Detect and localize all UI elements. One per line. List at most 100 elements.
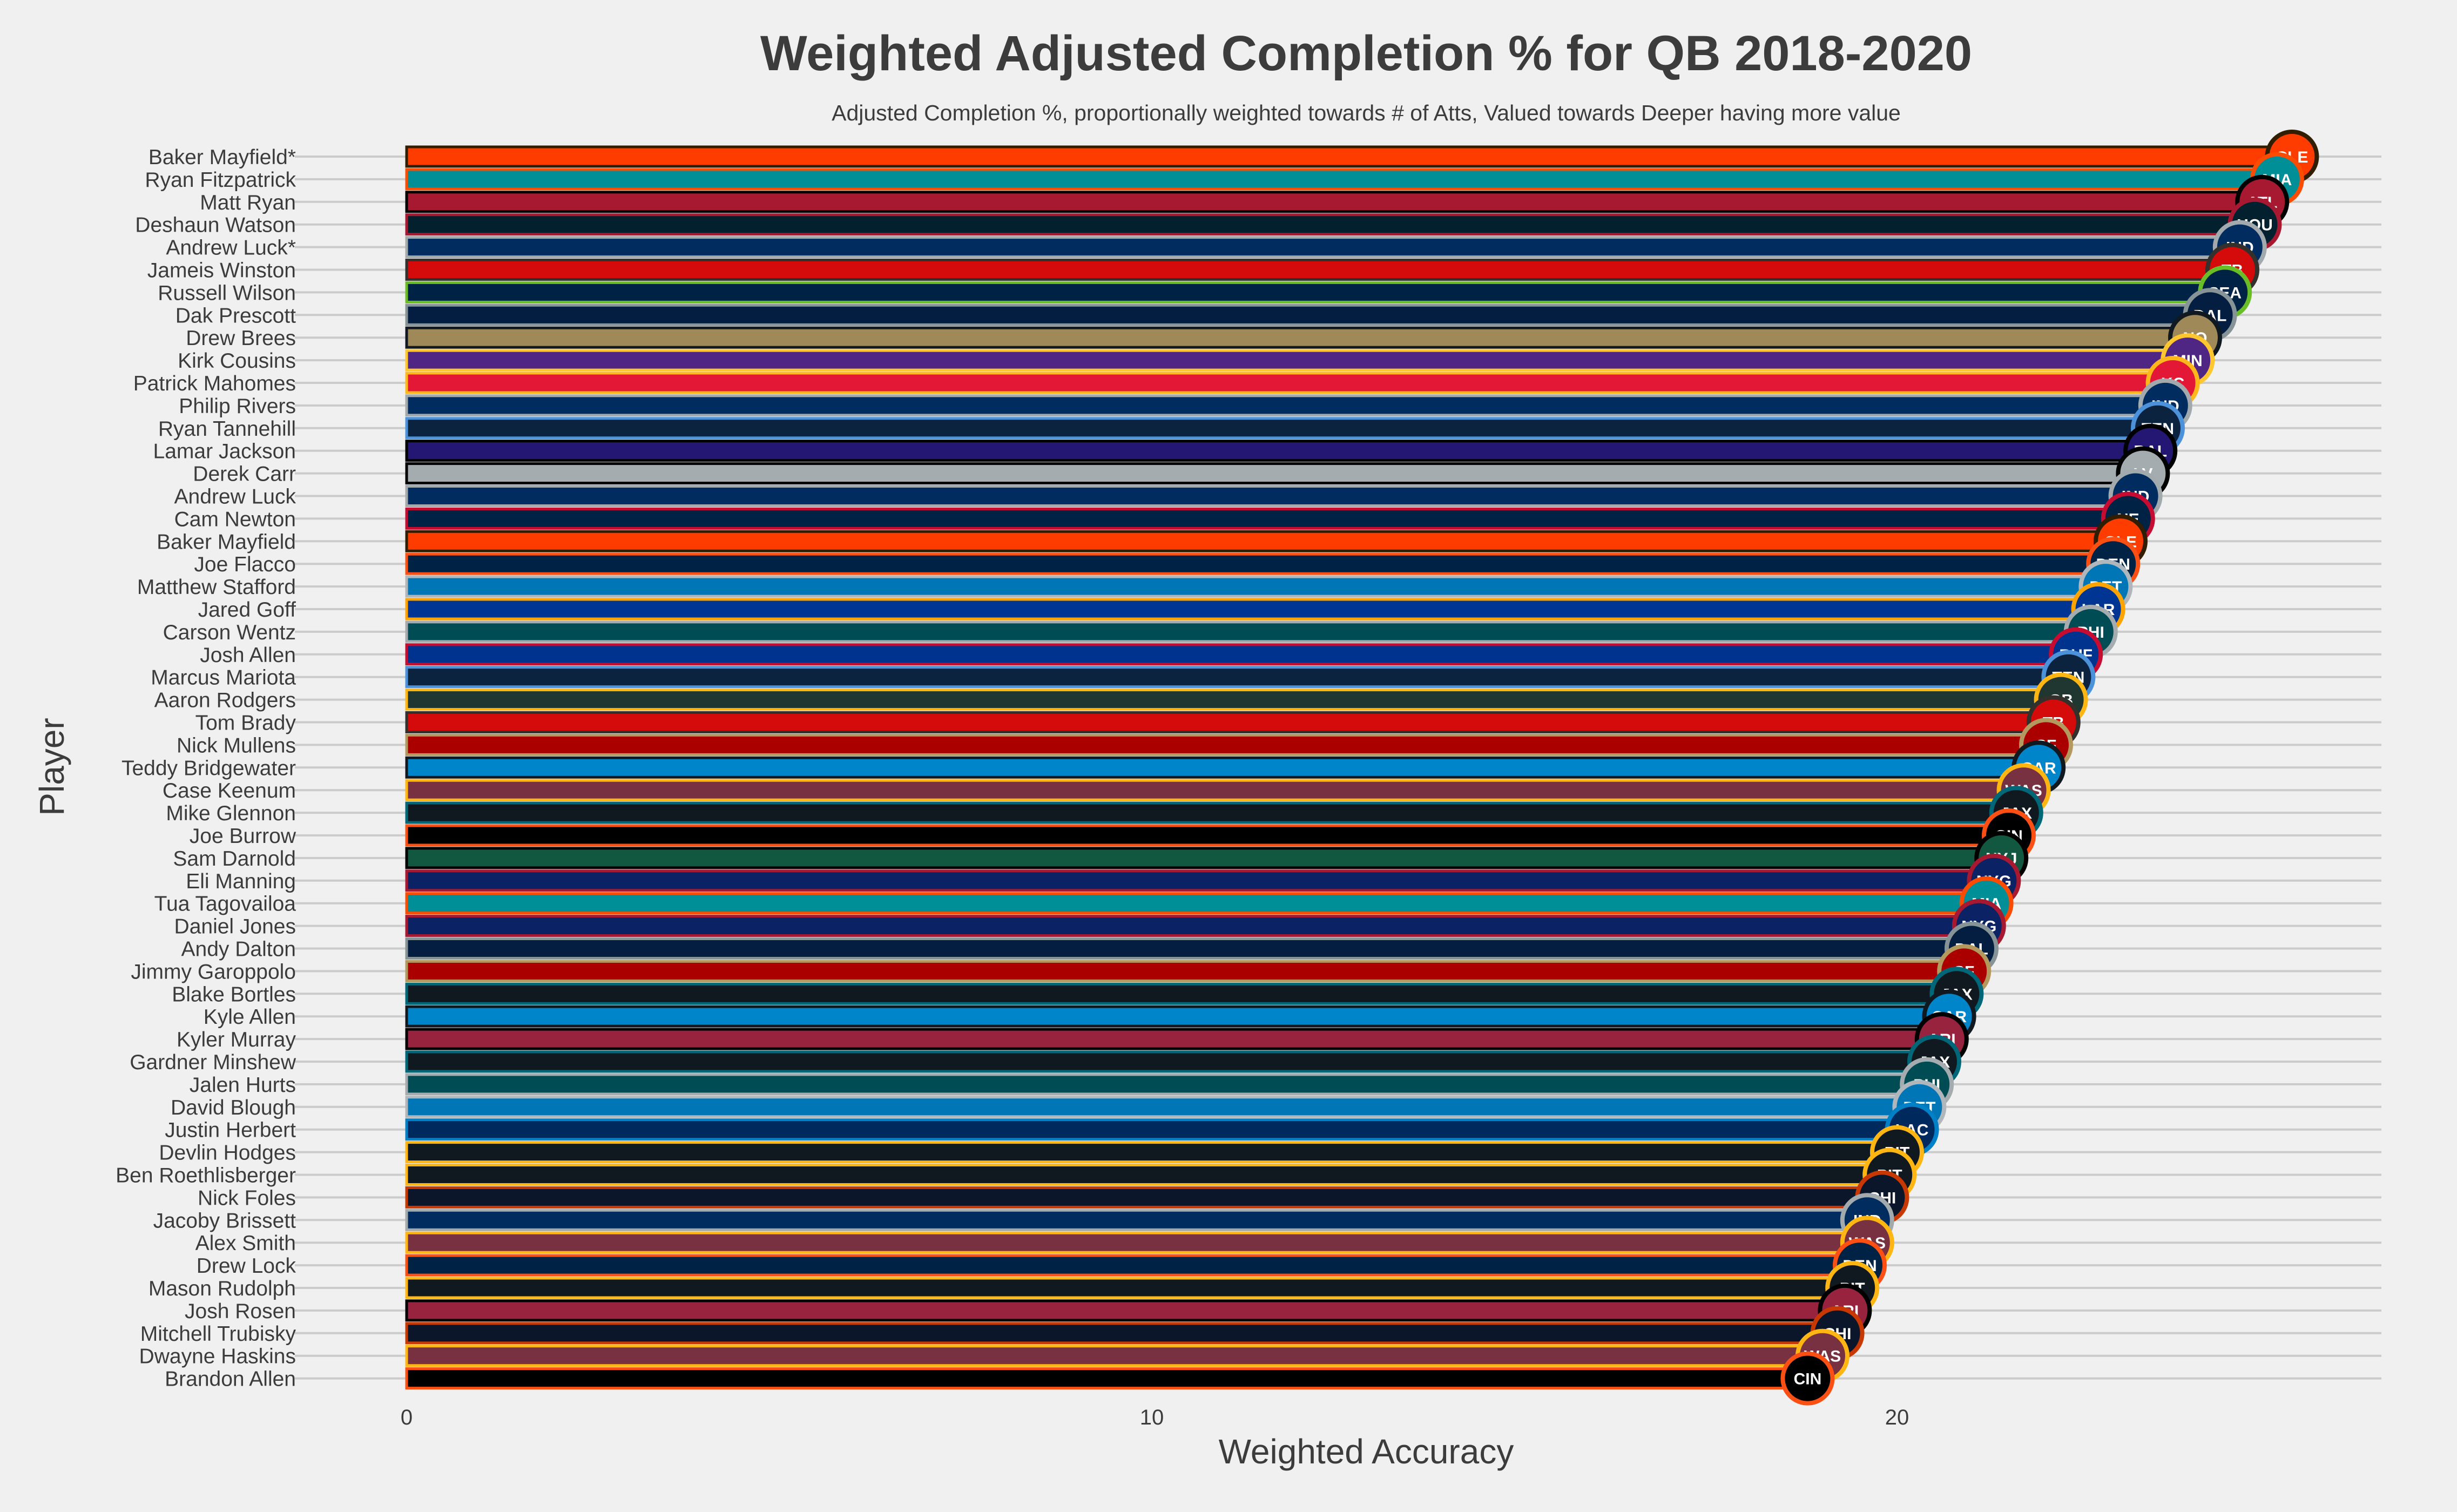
y-tick-label: Gardner Minshew [130, 1051, 296, 1074]
bar [405, 236, 2242, 259]
bar [405, 1186, 1884, 1209]
y-axis-label: Player [32, 718, 71, 815]
y-tick-label: Blake Bortles [172, 983, 296, 1006]
y-tick-label: Nick Mullens [177, 734, 296, 757]
bar [405, 303, 2212, 326]
y-tick-label: Daniel Jones [174, 915, 296, 939]
bar [405, 733, 2048, 756]
team-logo-label: CIN [1794, 1371, 1822, 1388]
y-tick-label: Brandon Allen [165, 1368, 296, 1391]
bar [405, 1164, 1891, 1186]
y-tick-label: Alex Smith [195, 1232, 296, 1255]
y-tick-label: Jacoby Brissett [153, 1209, 296, 1232]
y-tick-label: Andrew Luck* [166, 237, 296, 260]
bar [405, 1096, 1921, 1118]
y-tick-label: Eli Manning [186, 870, 296, 893]
bar [405, 1345, 1824, 1367]
y-tick-label: Kirk Cousins [178, 349, 296, 373]
y-tick-label: Drew Brees [186, 327, 296, 350]
bar [405, 643, 2077, 666]
team-logo-marker: CIN [1780, 1351, 1835, 1406]
bar [405, 507, 2130, 530]
y-tick-label: Ryan Fitzpatrick [145, 168, 296, 192]
bar [405, 892, 1988, 915]
bar [405, 824, 2010, 847]
y-tick-label: Drew Lock [197, 1254, 296, 1278]
x-axis-label: Weighted Accuracy [1219, 1432, 1514, 1471]
y-tick-label: Tua Tagovailoa [154, 893, 296, 916]
y-tick-label: Baker Mayfield* [148, 146, 296, 169]
y-tick-label: Cam Newton [174, 508, 296, 531]
y-tick-label: Matthew Stafford [137, 576, 296, 599]
y-tick-label: Derek Carr [193, 463, 296, 486]
bar [405, 349, 2189, 372]
bar [405, 1050, 1936, 1073]
bar [405, 1277, 1854, 1299]
bar [405, 937, 1973, 960]
y-tick-label: Patrick Mahomes [133, 372, 296, 395]
y-tick-label: Justin Herbert [165, 1119, 296, 1142]
y-tick-label: Case Keenum [163, 779, 296, 802]
bar [405, 620, 2092, 643]
y-tick-label: Lamar Jackson [153, 440, 296, 463]
y-tick-label: Jameis Winston [147, 259, 296, 282]
y-tick-label: Tom Brady [195, 712, 296, 735]
y-tick-label: Teddy Bridgewater [122, 757, 296, 780]
bar [405, 372, 2175, 394]
bar [405, 281, 2226, 303]
y-tick-label: Josh Allen [200, 644, 296, 667]
y-tick-label: Andy Dalton [181, 938, 296, 961]
bar [405, 1005, 1951, 1028]
bar [405, 168, 2279, 191]
bar [405, 417, 2159, 440]
y-tick-label: Marcus Mariota [151, 666, 296, 690]
x-tick-label: 10 [1140, 1406, 1164, 1429]
bar [405, 1141, 1899, 1164]
x-tick-labels: 0 10 20 [401, 1406, 1909, 1429]
y-tick-label: Russell Wilson [158, 281, 296, 305]
y-tick-label: Baker Mayfield [157, 530, 296, 554]
x-tick-label: 20 [1885, 1406, 1909, 1429]
y-tick-label: Jimmy Garoppolo [131, 960, 296, 983]
bar [405, 1209, 1869, 1231]
bar [405, 869, 1995, 892]
y-tick-label: Deshaun Watson [135, 214, 296, 237]
y-tick-label: Kyle Allen [204, 1005, 296, 1029]
bar [405, 191, 2264, 213]
bar [405, 960, 1966, 982]
chart-title: Weighted Adjusted Completion % for QB 20… [760, 26, 1972, 81]
y-tick-label: Devlin Hodges [159, 1142, 296, 1165]
bar [405, 440, 2152, 462]
y-tick-label: Matt Ryan [200, 191, 296, 214]
y-tick-label: Nick Foles [198, 1186, 296, 1210]
bar [405, 666, 2070, 688]
bar [405, 575, 2107, 598]
bar [405, 530, 2122, 552]
bar [405, 598, 2100, 620]
bar [405, 485, 2137, 507]
x-tick-label: 0 [401, 1406, 413, 1429]
bar [405, 801, 2018, 824]
bar [405, 462, 2144, 485]
bar [405, 145, 2293, 168]
y-tick-label: Aaron Rodgers [154, 689, 296, 712]
bar [405, 1367, 1809, 1390]
bar [405, 688, 2063, 711]
y-tick-label: Ryan Tannehill [158, 417, 296, 441]
y-tick-label: Jared Goff [198, 598, 296, 622]
y-tick-label: Ben Roethlisberger [116, 1164, 296, 1187]
y-tick-label: David Blough [171, 1096, 296, 1119]
team-markers: CLEMIAATLHOUINDTBSEADALNOMINKCINDTENBALL… [1780, 130, 2319, 1406]
bar [405, 213, 2256, 236]
bar [405, 1028, 1943, 1050]
bar [405, 1254, 1861, 1277]
bar [405, 756, 2040, 779]
team-logo-circle [1780, 1351, 1835, 1406]
bar [405, 779, 2026, 801]
bar [405, 1073, 1928, 1096]
bar [405, 847, 2003, 869]
y-tick-label: Dak Prescott [176, 304, 296, 327]
